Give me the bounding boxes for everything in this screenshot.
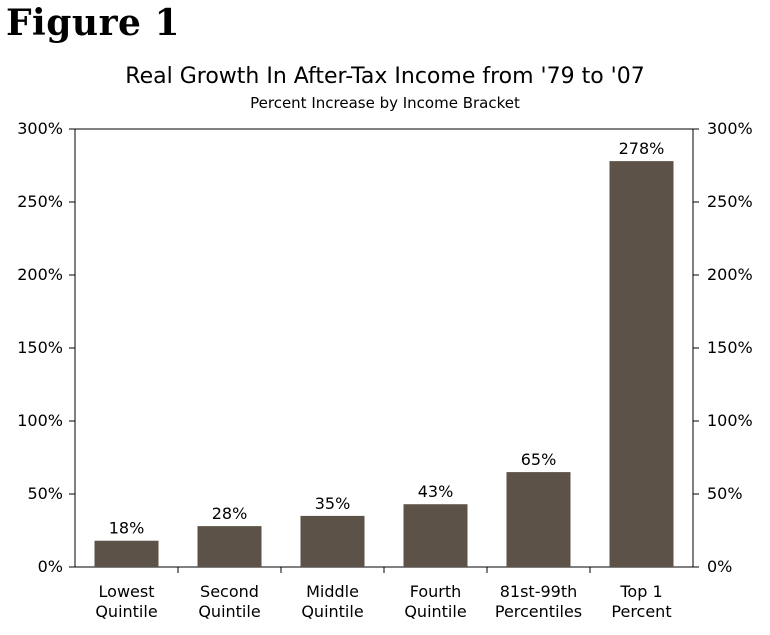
x-tick-label: 81st-99th xyxy=(500,582,578,601)
data-label: 278% xyxy=(619,139,665,158)
y-tick-label-right: 250% xyxy=(707,192,753,211)
y-tick-label-right: 200% xyxy=(707,265,753,284)
y-tick-label-right: 150% xyxy=(707,338,753,357)
x-tick-label: Quintile xyxy=(198,602,260,621)
x-tick-label: Quintile xyxy=(95,602,157,621)
x-tick-label: Percent xyxy=(611,602,671,621)
bar xyxy=(506,472,571,567)
figure-label: Figure 1 xyxy=(6,2,181,44)
bar xyxy=(197,526,262,567)
plot-area-frame xyxy=(74,128,694,568)
bar xyxy=(609,161,674,567)
data-label: 35% xyxy=(315,494,351,513)
y-tick-label-left: 250% xyxy=(17,192,63,211)
x-tick-label: Second xyxy=(200,582,259,601)
y-tick-label-left: 200% xyxy=(17,265,63,284)
x-tick-label: Lowest xyxy=(99,582,155,601)
y-tick-label-right: 0% xyxy=(707,557,732,576)
chart-subtitle: Percent Increase by Income Bracket xyxy=(250,94,520,112)
data-label: 43% xyxy=(418,482,454,501)
bar xyxy=(403,504,468,567)
bar xyxy=(300,515,365,567)
y-tick-label-right: 300% xyxy=(707,119,753,138)
y-tick-label-right: 100% xyxy=(707,411,753,430)
x-tick-label: Fourth xyxy=(410,582,462,601)
data-label: 65% xyxy=(521,450,557,469)
y-tick-label-left: 300% xyxy=(17,119,63,138)
data-label: 18% xyxy=(109,519,145,538)
x-tick-label: Quintile xyxy=(301,602,363,621)
y-tick-label-left: 50% xyxy=(27,484,63,503)
y-tick-label-left: 150% xyxy=(17,338,63,357)
x-tick-label: Quintile xyxy=(404,602,466,621)
y-tick-label-left: 0% xyxy=(38,557,63,576)
y-tick-label-right: 50% xyxy=(707,484,743,503)
bar xyxy=(94,540,159,567)
x-tick-label: Middle xyxy=(306,582,359,601)
chart-title: Real Growth In After-Tax Income from '79… xyxy=(125,64,645,89)
x-tick-label: Percentiles xyxy=(495,602,582,621)
x-tick-label: Top 1 xyxy=(619,582,662,601)
y-tick-label-left: 100% xyxy=(17,411,63,430)
data-label: 28% xyxy=(212,504,248,523)
